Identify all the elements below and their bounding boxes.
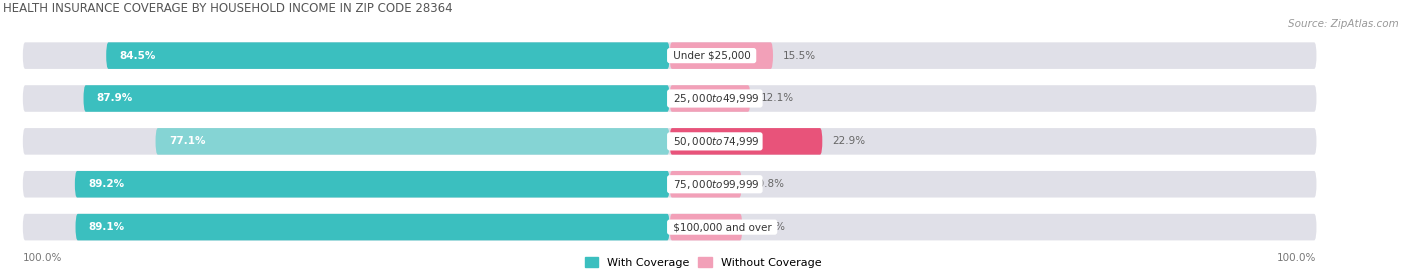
Text: 84.5%: 84.5% xyxy=(120,51,156,61)
Text: $25,000 to $49,999: $25,000 to $49,999 xyxy=(669,92,761,105)
Text: 77.1%: 77.1% xyxy=(169,136,205,146)
FancyBboxPatch shape xyxy=(75,171,669,197)
Text: 89.2%: 89.2% xyxy=(89,179,124,189)
FancyBboxPatch shape xyxy=(669,171,742,197)
FancyBboxPatch shape xyxy=(22,128,1316,155)
Text: 100.0%: 100.0% xyxy=(1277,253,1316,263)
Legend: With Coverage, Without Coverage: With Coverage, Without Coverage xyxy=(585,257,821,268)
FancyBboxPatch shape xyxy=(22,42,1316,69)
Text: $100,000 and over: $100,000 and over xyxy=(669,222,775,232)
Text: 89.1%: 89.1% xyxy=(89,222,125,232)
Text: 12.1%: 12.1% xyxy=(761,94,793,104)
FancyBboxPatch shape xyxy=(22,171,1316,197)
Text: 100.0%: 100.0% xyxy=(22,253,62,263)
FancyBboxPatch shape xyxy=(76,214,669,240)
FancyBboxPatch shape xyxy=(669,214,742,240)
Text: 10.8%: 10.8% xyxy=(752,179,785,189)
Text: Source: ZipAtlas.com: Source: ZipAtlas.com xyxy=(1288,19,1399,29)
FancyBboxPatch shape xyxy=(669,85,751,112)
Text: 87.9%: 87.9% xyxy=(97,94,134,104)
FancyBboxPatch shape xyxy=(669,128,823,155)
Text: 10.9%: 10.9% xyxy=(752,222,786,232)
Text: Under $25,000: Under $25,000 xyxy=(669,51,754,61)
Text: 22.9%: 22.9% xyxy=(832,136,866,146)
FancyBboxPatch shape xyxy=(105,42,669,69)
Text: $50,000 to $74,999: $50,000 to $74,999 xyxy=(669,135,761,148)
Text: 15.5%: 15.5% xyxy=(783,51,815,61)
FancyBboxPatch shape xyxy=(669,42,773,69)
FancyBboxPatch shape xyxy=(22,214,1316,240)
FancyBboxPatch shape xyxy=(156,128,669,155)
Text: $75,000 to $99,999: $75,000 to $99,999 xyxy=(669,178,761,191)
FancyBboxPatch shape xyxy=(22,85,1316,112)
Text: HEALTH INSURANCE COVERAGE BY HOUSEHOLD INCOME IN ZIP CODE 28364: HEALTH INSURANCE COVERAGE BY HOUSEHOLD I… xyxy=(3,2,453,15)
FancyBboxPatch shape xyxy=(83,85,669,112)
